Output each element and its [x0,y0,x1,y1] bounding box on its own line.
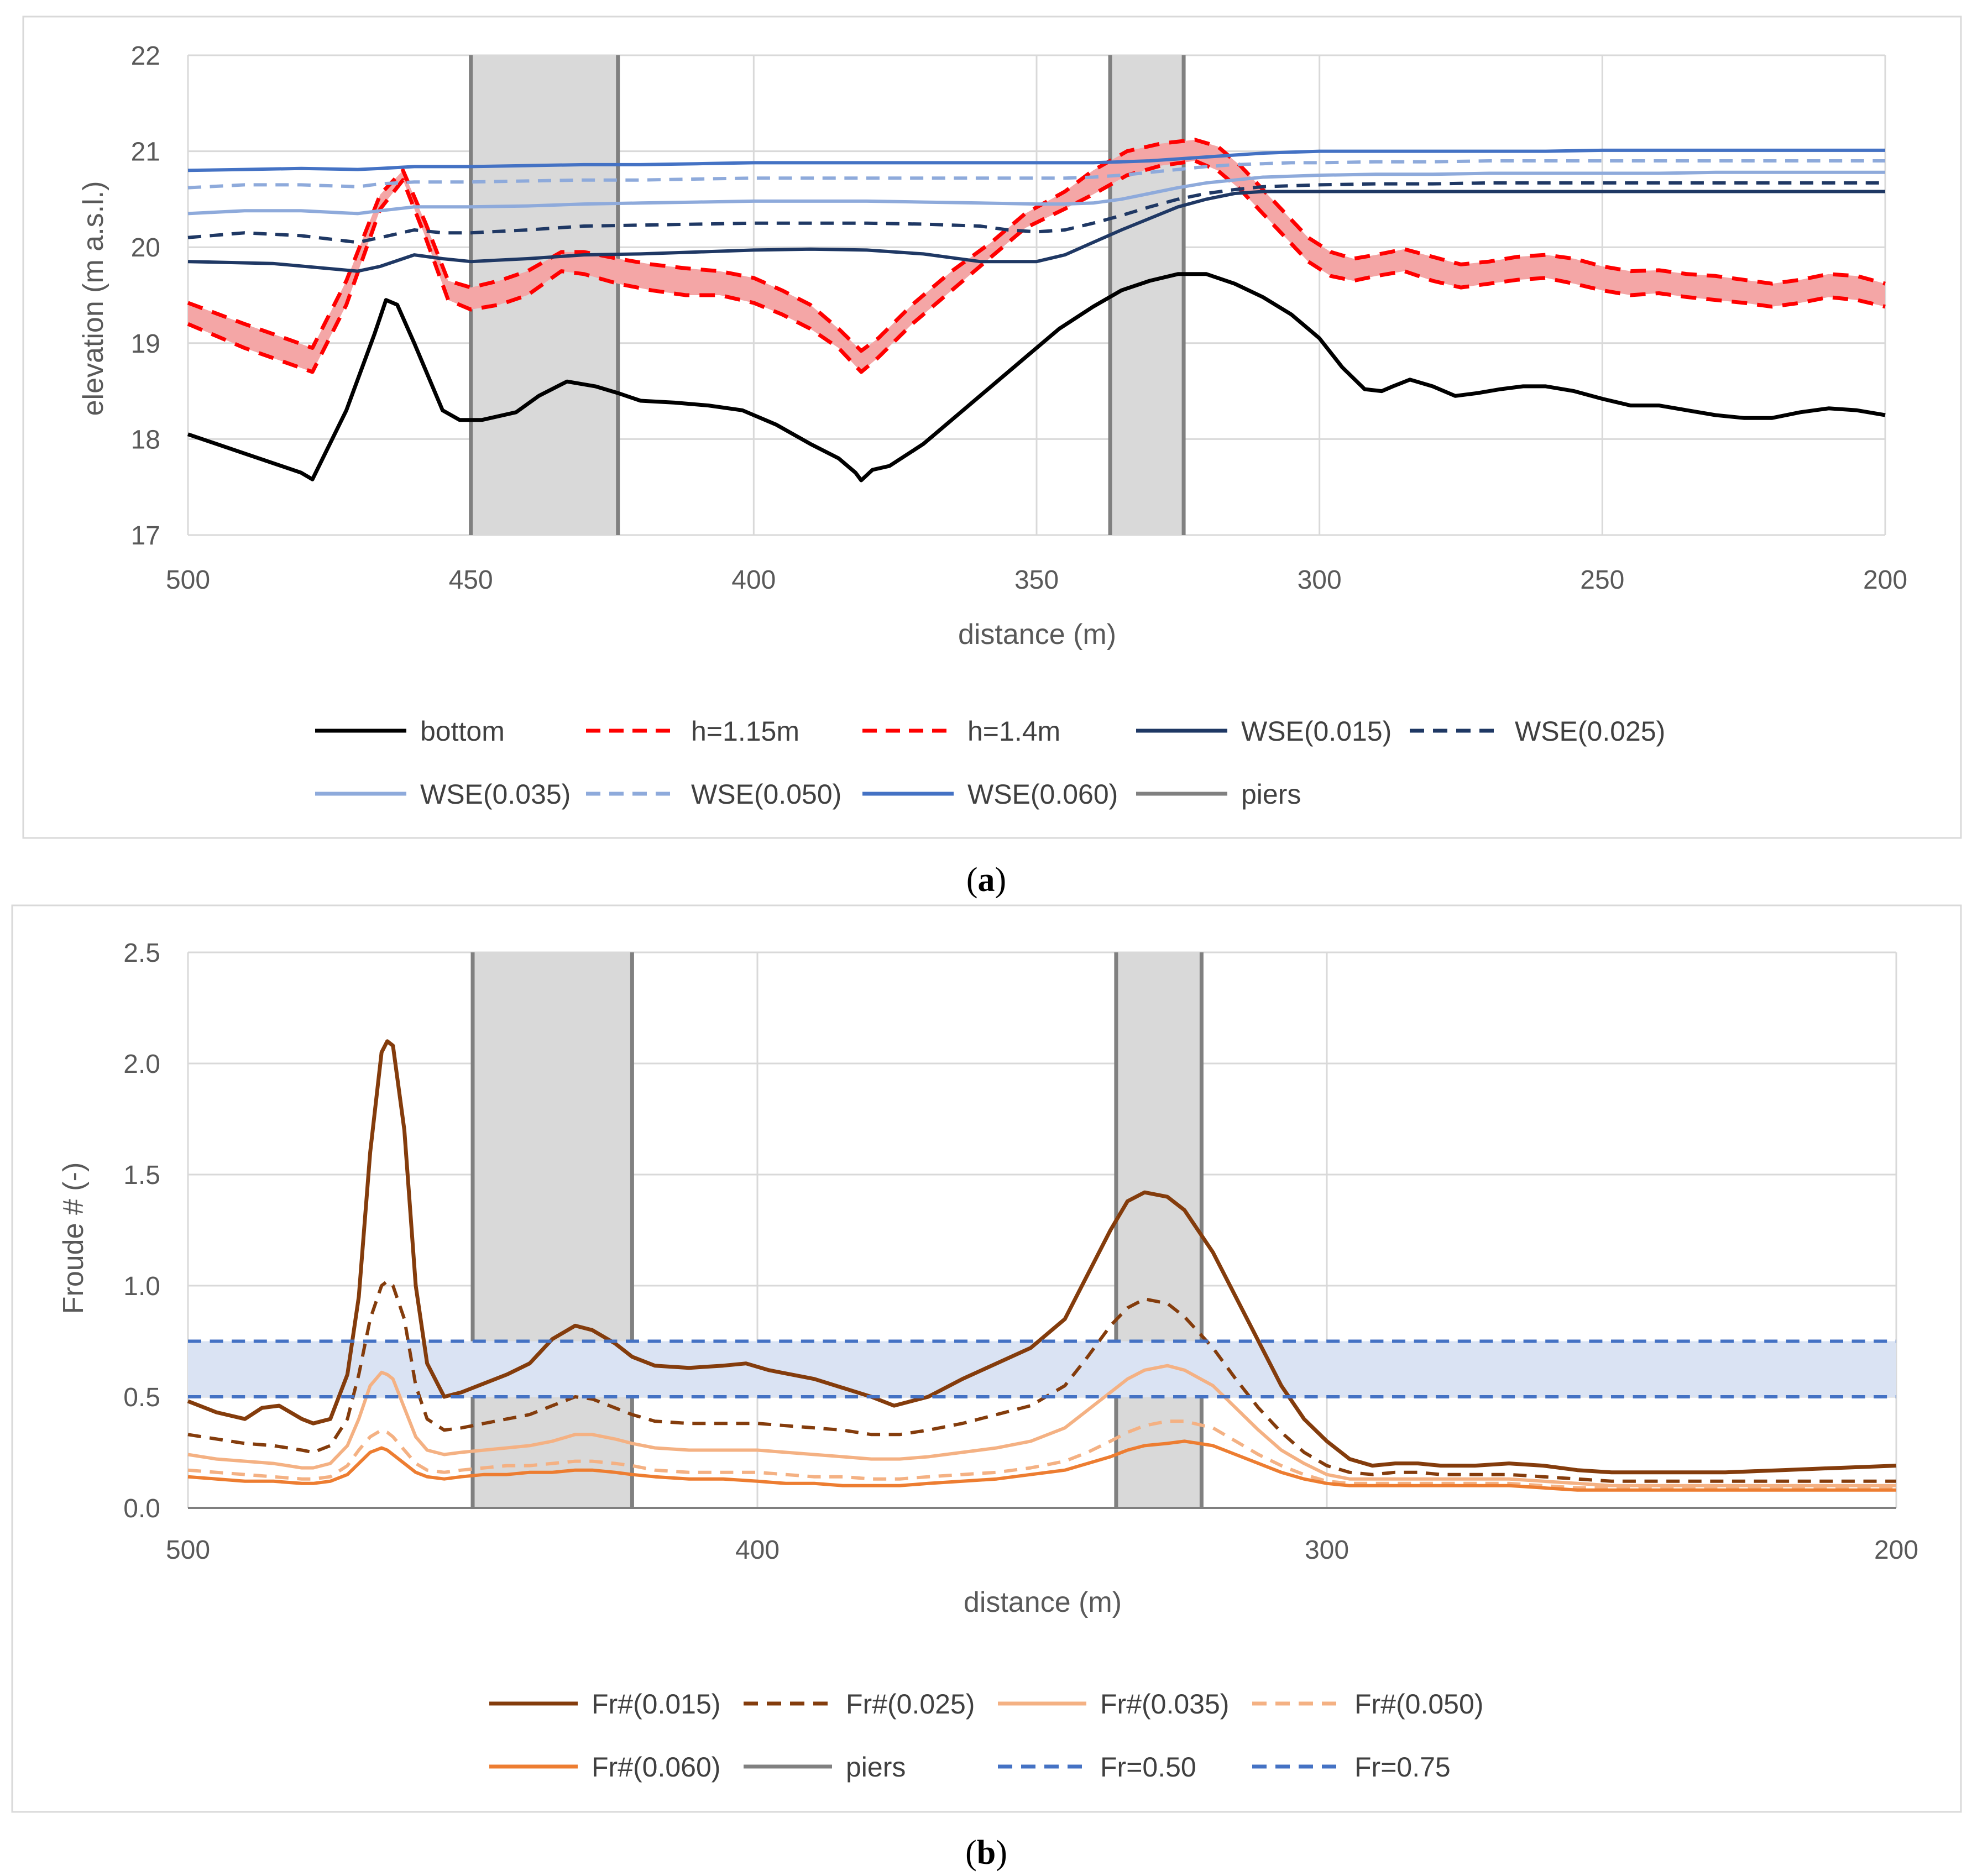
legend-item: WSE(0.025) [1410,716,1665,747]
chart-a-plot [187,54,1886,536]
series-line-wse-0-060- [187,148,1885,172]
chart-b-xlabel: distance (m) [964,1586,1122,1618]
x-tick-label: 300 [1298,565,1342,595]
legend-label-wse035: WSE(0.035) [420,779,571,810]
x-tick-label: 350 [1014,565,1059,595]
panel-label-b-letter: b [977,1834,996,1872]
legend-label-fr035: Fr#(0.035) [1100,1689,1229,1720]
legend-item: WSE(0.060) [862,779,1118,810]
legend-item: Fr#(0.025) [744,1689,975,1720]
y-tick-label: 17 [131,521,160,551]
legend-label-wse050: WSE(0.050) [691,779,841,810]
legend-item: Fr#(0.060) [489,1752,720,1783]
series-line-h-1-15m [187,159,1886,374]
panel-label-a-open: ( [966,861,978,899]
panel-label-a-close: ) [995,861,1007,899]
h-range-band [188,139,1885,372]
x-tick-label: 400 [735,1536,780,1565]
legend-label-bottom: bottom [420,716,505,747]
y-tick-label: 2.5 [123,939,160,968]
panel-label-b-open: ( [965,1834,977,1872]
legend-item: piers [1136,779,1301,810]
chart-a-xlabel: distance (m) [958,619,1116,651]
legend-label-wse015: WSE(0.015) [1241,716,1392,747]
x-tick-label: 300 [1305,1536,1349,1565]
y-tick-label: 22 [131,41,160,71]
legend-item: Fr=0.75 [1252,1752,1451,1783]
legend-item: Fr#(0.050) [1252,1689,1483,1720]
series-line-wse-0-050- [187,159,1885,190]
legend-item: h=1.15m [586,716,799,747]
chart-b-legend: Fr#(0.015) Fr#(0.025) Fr#(0.035) Fr#(0.0… [489,1689,1483,1783]
legend-item: WSE(0.035) [315,779,571,810]
x-tick-label: 500 [166,1536,210,1565]
x-tick-label: 200 [1863,565,1907,595]
legend-label-h115: h=1.15m [691,716,799,747]
chart-b-plot [187,951,1897,1509]
chart-b-ylabel: Froude # (-) [57,1162,90,1314]
legend-item: WSE(0.050) [586,779,841,810]
chart-a-frame [22,15,1962,839]
legend-item: bottom [315,716,505,747]
chart-a-ylabel: elevation (m a.s.l.) [77,181,109,416]
y-tick-label: 20 [131,233,160,263]
y-tick-label: 1.0 [123,1272,160,1301]
legend-label-wse060: WSE(0.060) [967,779,1118,810]
fr-target-band [188,1341,1896,1397]
legend-item: piers [744,1752,906,1783]
x-tick-label: 500 [166,565,210,595]
series-line-wse-0-025- [187,181,1885,244]
x-tick-label: 250 [1580,565,1624,595]
series-line-fr-0-050- [187,1419,1896,1490]
series-line-fr-0-060- [187,1439,1896,1492]
pier-zone [473,952,632,1508]
pier-zone [1116,952,1202,1508]
y-tick-label: 0.0 [123,1494,160,1523]
chart-b-ticks: 500 400 300 200 0.0 0.5 1.0 1.5 2.0 2.5 [123,939,1918,1565]
series-line-fr-0-015- [187,1039,1897,1475]
y-tick-label: 21 [131,138,160,167]
legend-label-piers: piers [1241,779,1301,810]
panel-label-a: (a) [966,861,1006,899]
legend-label-fr050-threshold: Fr=0.50 [1100,1752,1196,1783]
legend-label-wse025: WSE(0.025) [1515,716,1665,747]
y-tick-label: 1.5 [123,1161,160,1190]
chart-a-ticks: 500 450 400 350 300 250 200 17 18 19 20 21 22 [131,41,1907,595]
legend-label-piers-b: piers [846,1752,906,1783]
series-line-fr-0-025- [187,1280,1896,1483]
series-line-wse-0-035- [187,170,1885,216]
panel-label-b-close: ) [996,1834,1007,1872]
series-line-fr-0-035- [187,1364,1896,1487]
legend-label-fr060: Fr#(0.060) [592,1752,720,1783]
legend-item: Fr=0.50 [998,1752,1196,1783]
legend-item: h=1.4m [862,716,1060,747]
legend-label-fr050: Fr#(0.050) [1354,1689,1483,1720]
series-line-wse-0-015- [187,190,1885,273]
chart-a-legend: bottom h=1.15m h=1.4m WSE(0.015) WSE(0.0… [315,716,1665,810]
y-tick-label: 2.0 [123,1050,160,1079]
panel-label-a-letter: a [978,861,995,899]
legend-item: Fr#(0.035) [998,1689,1229,1720]
x-tick-label: 450 [449,565,493,595]
legend-label-fr075-threshold: Fr=0.75 [1354,1752,1451,1783]
y-tick-label: 19 [131,329,160,359]
panel-label-b: (b) [965,1834,1007,1872]
legend-label-fr025: Fr#(0.025) [846,1689,975,1720]
series-line-bottom [187,272,1886,483]
legend-item: Fr#(0.015) [489,1689,720,1720]
legend-label-h14: h=1.4m [967,716,1060,747]
legend-label-fr015: Fr#(0.015) [592,1689,720,1720]
x-tick-label: 200 [1874,1536,1918,1565]
x-tick-label: 400 [731,565,776,595]
pier-zone [1110,55,1184,535]
y-tick-label: 0.5 [123,1383,160,1412]
legend-item: WSE(0.015) [1136,716,1392,747]
y-tick-label: 18 [131,425,160,454]
